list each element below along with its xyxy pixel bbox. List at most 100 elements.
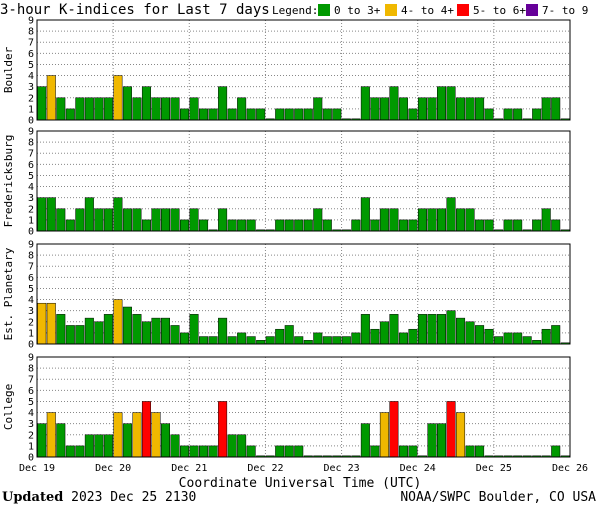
k-index-bar <box>170 325 180 345</box>
legend-entry-4-to-4: 4- to 4+ <box>385 4 454 18</box>
k-index-bar <box>37 197 47 232</box>
k-index-bar <box>408 108 418 121</box>
k-index-bar <box>246 336 256 345</box>
k-index-bar <box>379 97 389 121</box>
panel-frame <box>36 243 571 345</box>
k-index-bar <box>151 208 161 232</box>
k-index-bar <box>465 445 475 458</box>
y-tick-label: 7 <box>28 149 34 160</box>
k-index-bar <box>475 219 485 232</box>
k-index-bar <box>199 445 209 458</box>
y-tick-label: 8 <box>28 138 34 149</box>
x-tick-label: Dec 21 <box>171 463 207 474</box>
k-index-bar <box>256 108 266 121</box>
k-index-bar <box>456 412 466 458</box>
k-index-bar <box>284 219 294 232</box>
k-index-bar <box>141 321 151 345</box>
x-tick-label: Dec 22 <box>247 463 283 474</box>
k-index-bar <box>113 197 123 232</box>
legend-entry-7-to-9: 7- to 9 <box>526 4 588 18</box>
y-tick-label: 1 <box>28 215 34 226</box>
legend-swatch-purple <box>526 4 538 16</box>
y-tick-label: 1 <box>28 441 34 452</box>
k-index-bar <box>170 208 180 232</box>
source-credit: NOAA/SWPC Boulder, CO USA <box>400 490 596 505</box>
k-index-bar <box>389 86 399 121</box>
k-index-bar <box>341 336 351 345</box>
k-index-bar <box>113 299 123 345</box>
k-index-bar <box>246 445 256 458</box>
y-tick-label: 9 <box>28 127 34 138</box>
k-index-bar <box>370 97 380 121</box>
legend-entry-5-to-6: 5- to 6+ <box>457 4 526 18</box>
y-tick-label: 2 <box>28 317 34 328</box>
y-tick-label: 5 <box>28 397 34 408</box>
legend-label: Legend: <box>272 4 319 17</box>
k-index-bar <box>322 219 332 232</box>
k-index-bar <box>189 314 199 345</box>
k-index-bar <box>84 97 94 121</box>
y-tick-label: 4 <box>28 295 34 306</box>
k-index-bar <box>303 108 313 121</box>
k-index-charts: 0123456789Boulder0123456789Fredericksbur… <box>2 16 588 475</box>
k-index-bar <box>37 86 47 121</box>
k-index-bar <box>237 97 247 121</box>
panel-label: Est. Planetary <box>2 247 15 340</box>
k-index-bar <box>437 314 447 345</box>
panel-label: Fredericksburg <box>2 135 15 228</box>
k-index-bar <box>484 108 494 121</box>
k-index-bar <box>46 302 56 345</box>
k-index-bar <box>437 86 447 121</box>
k-index-bar <box>103 434 113 458</box>
k-index-bar <box>275 328 285 345</box>
k-index-bar <box>503 219 513 232</box>
k-index-bar <box>360 197 370 232</box>
y-tick-label: 0 <box>28 453 34 464</box>
y-tick-label: 0 <box>28 116 34 127</box>
k-index-bar <box>332 108 342 121</box>
k-index-bar <box>522 336 532 345</box>
k-index-bar <box>294 219 304 232</box>
k-index-bar <box>160 208 171 232</box>
k-index-bar <box>180 219 190 232</box>
k-index-bar <box>265 336 275 345</box>
k-index-bar <box>141 219 151 232</box>
k-index-bar <box>122 306 132 345</box>
k-index-bar <box>103 314 113 345</box>
k-index-bar <box>160 317 171 345</box>
panel-frame <box>36 356 571 458</box>
k-index-bar <box>398 219 408 232</box>
k-index-bar <box>256 340 266 345</box>
k-index-bar <box>551 445 561 458</box>
k-index-bar <box>199 219 209 232</box>
title-row: 3-hour K-indices for Last 7 days Legend:… <box>0 2 600 20</box>
y-tick-label: 6 <box>28 273 34 284</box>
k-index-bar <box>227 434 237 458</box>
k-index-bar <box>160 97 171 121</box>
k-index-bar <box>313 332 323 345</box>
k-index-bar <box>427 208 437 232</box>
k-index-bar <box>56 423 66 458</box>
k-index-bar <box>65 108 75 121</box>
k-index-bar <box>170 434 180 458</box>
k-index-bar <box>370 219 380 232</box>
y-tick-label: 8 <box>28 364 34 375</box>
x-tick-label: Dec 19 <box>19 463 55 474</box>
y-tick-label: 2 <box>28 204 34 215</box>
k-index-bar <box>160 423 171 458</box>
k-index-bar <box>551 97 561 121</box>
k-index-bar <box>532 108 542 121</box>
y-tick-label: 4 <box>28 182 34 193</box>
k-index-bar <box>322 108 332 121</box>
k-index-bar <box>75 97 85 121</box>
k-index-bar <box>484 328 494 345</box>
legend-swatch-green <box>318 4 330 16</box>
k-index-bar <box>294 445 304 458</box>
legend-text: 0 to 3+ <box>334 4 381 17</box>
k-index-bar <box>275 219 285 232</box>
k-index-bar <box>84 317 94 345</box>
x-tick-label: Dec 20 <box>95 463 131 474</box>
